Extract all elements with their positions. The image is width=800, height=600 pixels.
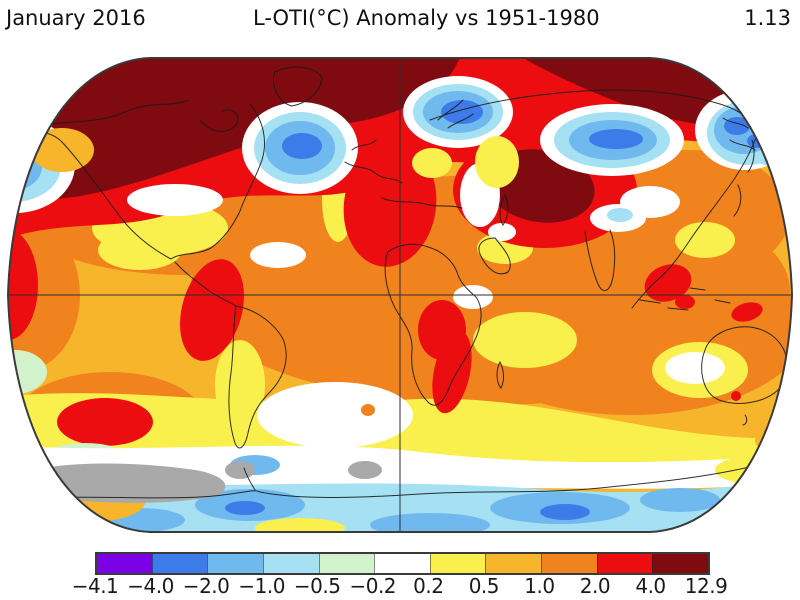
colorbar-segment — [97, 554, 152, 573]
coast-africa — [384, 243, 504, 406]
colorbar-segment — [596, 554, 653, 573]
colorbar-segment — [207, 554, 263, 573]
coast-south-america — [228, 305, 287, 449]
colorbar-tick-label: −4.0 — [127, 574, 174, 598]
colorbar-segment — [652, 554, 709, 573]
colorbar-tick-label: 2.0 — [579, 574, 611, 598]
map-period-label: January 2016 — [6, 6, 146, 30]
map-gridlines — [9, 58, 791, 531]
colorbar-segment — [318, 554, 375, 573]
colorbar-tick-label: −0.2 — [349, 574, 397, 598]
coast-greenland — [273, 66, 323, 107]
colorbar-tick-label: 4.0 — [635, 574, 666, 598]
colorbar — [95, 552, 710, 575]
coast-north-america — [17, 99, 265, 307]
map-fill-layers — [8, 58, 792, 532]
colorbar-tick-label: 12.9 — [684, 574, 728, 598]
colorbar-segment — [374, 554, 430, 573]
colorbar-tick-label: −4.1 — [71, 574, 119, 598]
colorbar-segment — [262, 554, 319, 573]
colorbar-segment — [541, 554, 597, 573]
colorbar-segment — [485, 554, 542, 573]
colorbar-tick-label: 0.2 — [413, 574, 444, 598]
global-mean-anomaly-value: 1.13 — [744, 6, 791, 30]
map-title: L-OTI(°C) Anomaly vs 1951-1980 — [253, 6, 600, 30]
map-outline — [6, 57, 794, 533]
colorbar-tick-label: 0.5 — [468, 574, 500, 598]
coast-antarctica — [24, 449, 791, 501]
colorbar-segment — [151, 554, 208, 573]
colorbar-segment — [429, 554, 486, 573]
colorbar-tick-label: 1.0 — [524, 574, 555, 598]
colorbar-tick-label: −1.0 — [238, 574, 285, 598]
coast-europe — [344, 99, 474, 209]
colorbar-tick-label: −2.0 — [182, 574, 230, 598]
colorbar-tick-label: −0.5 — [293, 574, 341, 598]
